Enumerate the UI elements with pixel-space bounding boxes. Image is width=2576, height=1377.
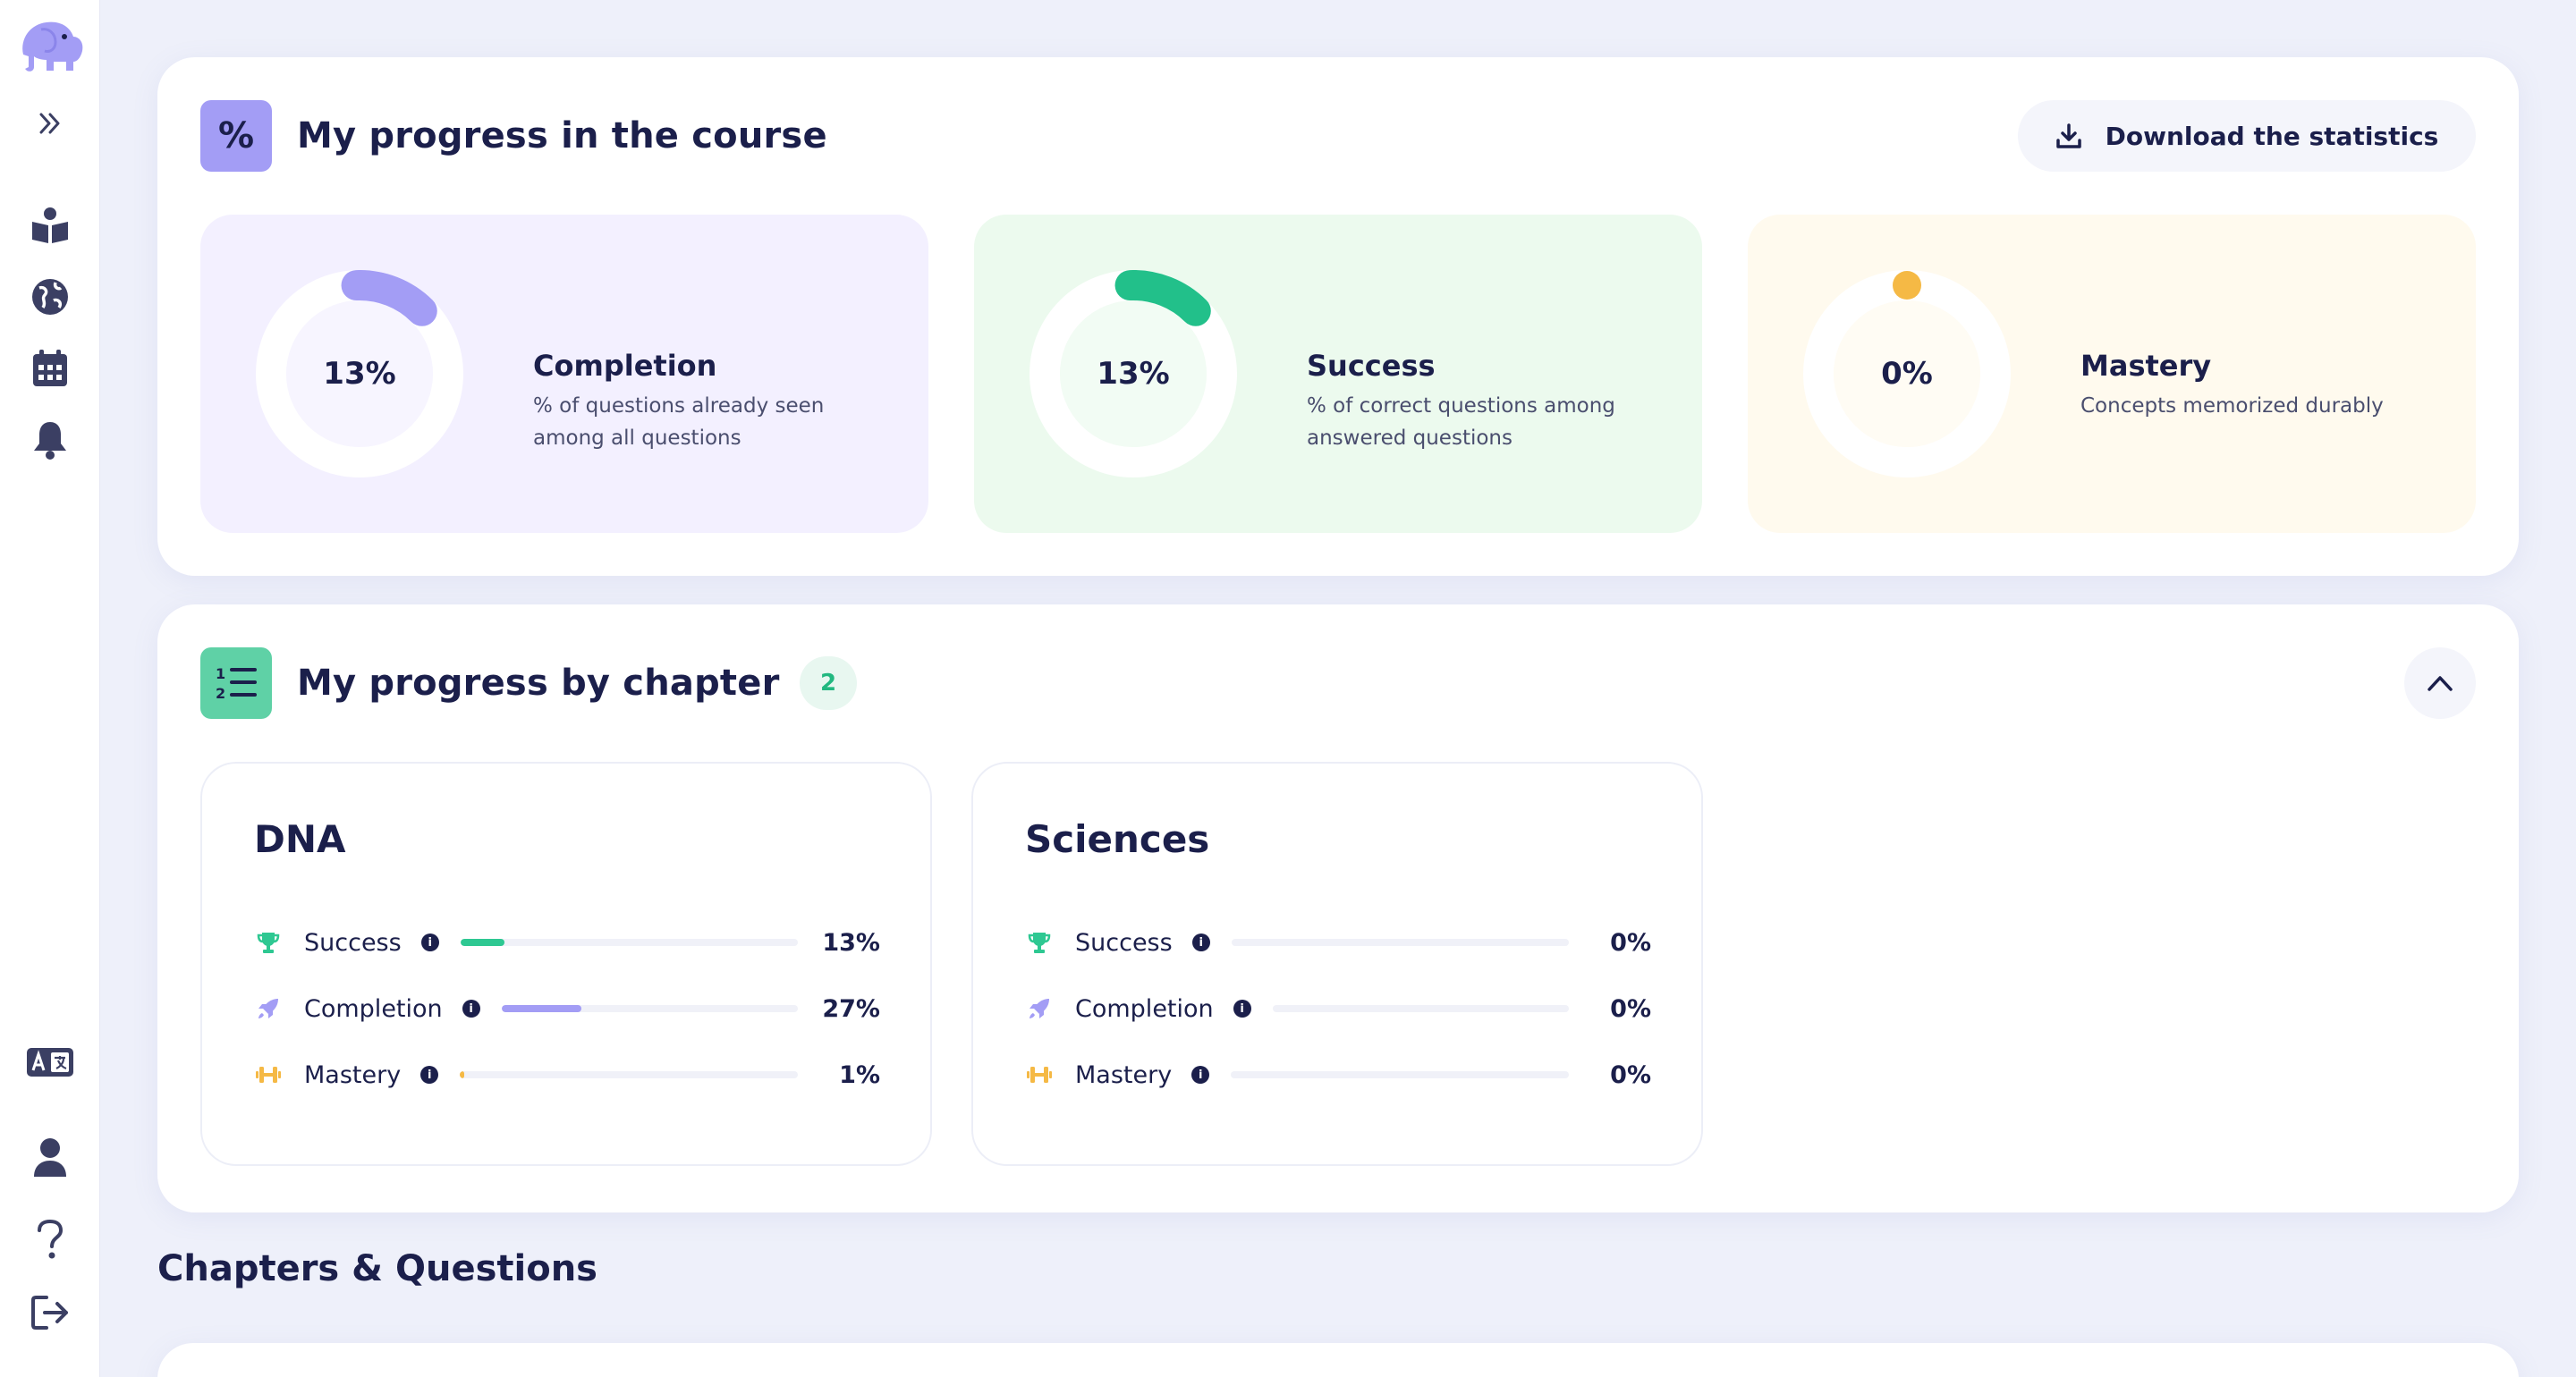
translate-icon[interactable] <box>0 1044 100 1080</box>
book-reader-icon[interactable] <box>0 204 100 247</box>
ring-progress-arc <box>256 270 463 477</box>
chapter-title: DNA <box>254 817 346 861</box>
ring-center <box>1060 300 1207 447</box>
metric-label: Success <box>304 928 402 957</box>
main-content: % My progress in the course Download the… <box>100 0 2576 1377</box>
metric-label: Completion <box>1075 994 1214 1023</box>
completion-title: Completion <box>533 349 717 383</box>
mastery-description: Concepts memorized durably <box>2080 394 2384 418</box>
metric-progress-track <box>501 1005 798 1012</box>
course-progress-title: My progress in the course <box>297 115 827 156</box>
chapters-questions-heading: Chapters & Questions <box>157 1248 597 1289</box>
download-statistics-button[interactable]: Download the statistics <box>2018 100 2476 172</box>
collapse-button[interactable] <box>2404 647 2476 719</box>
metric-value: 0% <box>1610 1060 1651 1089</box>
mastery-percent: 0% <box>1881 356 1933 392</box>
info-icon[interactable]: i <box>1191 1066 1210 1084</box>
info-icon[interactable]: i <box>1191 933 1210 951</box>
metric-progress-track <box>460 939 798 946</box>
completion-description: % of questions already seen among all qu… <box>533 394 825 450</box>
ring-center <box>286 300 433 447</box>
ring-center <box>1834 300 1980 447</box>
metric-row-success: Success i 0% <box>1025 925 1651 960</box>
success-description: % of correct questions among answered qu… <box>1307 394 1615 450</box>
success-ring <box>1030 270 1237 477</box>
metric-value: 27% <box>822 994 880 1023</box>
ring-progress-dot <box>1893 271 1921 300</box>
metric-label: Mastery <box>304 1060 402 1089</box>
mastery-card: 0% Mastery Concepts memorized durably <box>1748 215 2476 533</box>
calendar-icon[interactable] <box>0 347 100 390</box>
bell-icon[interactable] <box>0 418 100 461</box>
completion-percent: 13% <box>323 356 396 392</box>
success-title: Success <box>1307 349 1436 383</box>
metric-row-completion: Completion i 27% <box>254 991 880 1026</box>
metric-row-mastery: Mastery i 0% <box>1025 1057 1651 1093</box>
chapter-card-sciences[interactable]: Sciences Success i 0% Completion i 0% Mastery i… <box>971 762 1703 1166</box>
metric-value: 0% <box>1610 928 1651 957</box>
download-icon <box>2055 123 2081 148</box>
mastery-title: Mastery <box>2080 349 2212 383</box>
numbered-list-icon: 1 2 <box>200 647 272 719</box>
metric-progress-track <box>1231 939 1569 946</box>
elephant-icon[interactable] <box>0 9 100 80</box>
info-icon[interactable]: i <box>462 1000 480 1018</box>
chevron-up-icon <box>2428 676 2453 691</box>
info-icon[interactable]: i <box>420 933 439 951</box>
svg-text:2: 2 <box>216 685 225 702</box>
sidebar <box>0 0 100 1377</box>
trophy-icon <box>1025 928 1054 957</box>
ring-progress-arc <box>1030 270 1237 477</box>
info-icon[interactable]: i <box>1233 1000 1251 1018</box>
metric-progress-fill <box>460 939 504 946</box>
metric-row-mastery: Mastery i 1% <box>254 1057 880 1093</box>
metric-value: 13% <box>822 928 880 957</box>
metric-label: Success <box>1075 928 1173 957</box>
trophy-icon <box>254 928 283 957</box>
double-chevron-right-icon[interactable] <box>0 106 100 141</box>
svg-text:1: 1 <box>216 665 225 682</box>
course-progress-panel: % My progress in the course Download the… <box>157 57 2519 576</box>
completion-ring <box>256 270 463 477</box>
metric-row-completion: Completion i 0% <box>1025 991 1651 1026</box>
dumbbell-icon <box>254 1060 283 1089</box>
completion-card: 13% Completion % of questions already se… <box>200 215 928 533</box>
download-label: Download the statistics <box>2105 121 2439 151</box>
chapter-progress-title: My progress by chapter <box>297 663 780 704</box>
chapter-progress-panel: 1 2 My progress by chapter 2 DNA Success… <box>157 604 2519 1212</box>
chapters-questions-panel <box>157 1343 2519 1377</box>
rocket-icon <box>254 994 283 1023</box>
chapter-title: Sciences <box>1025 817 1210 861</box>
chapter-card-dna[interactable]: DNA Success i 13% Completion i 27% Mastery i 1% <box>200 762 932 1166</box>
info-icon[interactable]: i <box>420 1066 439 1084</box>
dumbbell-icon <box>1025 1060 1054 1089</box>
metric-progress-track <box>1231 1071 1569 1078</box>
metric-progress-track <box>460 1071 798 1078</box>
metric-value: 0% <box>1610 994 1651 1023</box>
user-icon[interactable] <box>0 1136 100 1180</box>
metric-row-success: Success i 13% <box>254 925 880 960</box>
percent-icon: % <box>200 100 272 172</box>
question-icon[interactable] <box>0 1218 100 1263</box>
chapter-count-badge: 2 <box>800 656 857 710</box>
metric-label: Completion <box>304 994 443 1023</box>
success-card: 13% Success % of correct questions among… <box>974 215 1702 533</box>
metric-progress-fill <box>501 1005 582 1012</box>
mastery-ring <box>1803 270 2011 477</box>
logout-icon[interactable] <box>0 1291 100 1334</box>
globe-icon[interactable] <box>0 275 100 318</box>
rocket-icon <box>1025 994 1054 1023</box>
success-percent: 13% <box>1097 356 1170 392</box>
metric-progress-fill <box>460 1071 464 1078</box>
metric-progress-track <box>1272 1005 1569 1012</box>
metric-label: Mastery <box>1075 1060 1173 1089</box>
metric-value: 1% <box>839 1060 880 1089</box>
